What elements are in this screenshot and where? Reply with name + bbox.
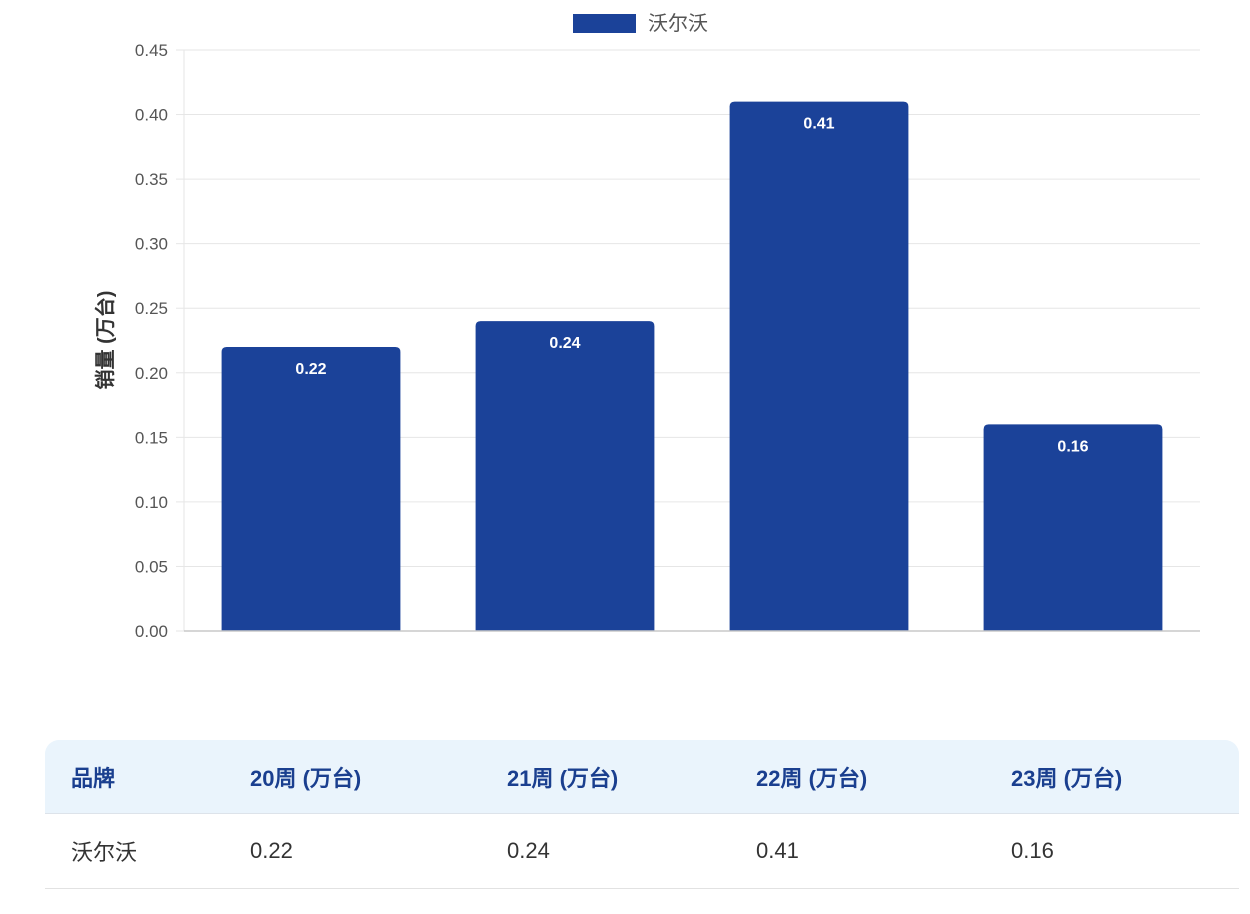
header-brand: 品牌: [45, 740, 224, 814]
table-row: 沃尔沃 0.22 0.24 0.41 0.16: [45, 813, 1239, 889]
y-tick-label: 0.30: [135, 235, 168, 254]
cell-brand: 沃尔沃: [45, 813, 224, 889]
header-week-22: 22周 (万台): [730, 740, 985, 814]
header-week-20: 20周 (万台): [224, 740, 481, 814]
bar-week-21[interactable]: [475, 321, 655, 631]
cell-week-20: 0.22: [224, 813, 481, 889]
y-tick-label: 0.05: [135, 557, 168, 576]
y-tick-label: 0.40: [135, 106, 168, 125]
data-table: 品牌 20周 (万台) 21周 (万台) 22周 (万台) 23周 (万台) 沃…: [45, 740, 1239, 889]
table-header-row: 品牌 20周 (万台) 21周 (万台) 22周 (万台) 23周 (万台): [45, 740, 1239, 814]
cell-week-23: 0.16: [985, 813, 1239, 889]
header-week-23: 23周 (万台): [985, 740, 1239, 814]
bar-value-label: 0.24: [549, 335, 580, 352]
bar-week-23[interactable]: [983, 424, 1163, 631]
chart-axes: [183, 50, 1200, 632]
y-tick-label: 0.25: [135, 299, 168, 318]
bar-value-label: 0.16: [1057, 438, 1088, 455]
y-tick-label: 0.35: [135, 170, 168, 189]
chart-legend[interactable]: 沃尔沃: [573, 12, 708, 35]
chart-bars: 0.22 0.24 0.41 0.16: [221, 101, 1163, 631]
y-tick-label: 0.45: [135, 41, 168, 60]
bar-week-20[interactable]: [221, 346, 401, 631]
bar-value-label: 0.41: [803, 116, 834, 133]
bar-chart: 沃尔沃 0.00 0.05 0.10 0.15 0.20 0.25 0.30 0.35 0.40…: [93, 12, 1200, 641]
cell-week-21: 0.24: [481, 813, 730, 889]
y-tick-label: 0.00: [135, 622, 168, 641]
bar-value-label: 0.22: [295, 361, 326, 378]
y-axis-ticks: 0.00 0.05 0.10 0.15 0.20 0.25 0.30 0.35 0.40 0.45: [135, 41, 184, 641]
y-tick-label: 0.10: [135, 493, 168, 512]
cell-week-22: 0.41: [730, 813, 985, 889]
legend-swatch: [573, 14, 636, 33]
data-table-container: 品牌 20周 (万台) 21周 (万台) 22周 (万台) 23周 (万台) 沃…: [45, 740, 1239, 889]
bar-week-22[interactable]: [729, 101, 909, 631]
y-tick-label: 0.20: [135, 364, 168, 383]
y-axis-title: 销量 (万台): [93, 291, 117, 390]
legend-label: 沃尔沃: [648, 12, 708, 35]
y-tick-label: 0.15: [135, 428, 168, 447]
header-week-21: 21周 (万台): [481, 740, 730, 814]
